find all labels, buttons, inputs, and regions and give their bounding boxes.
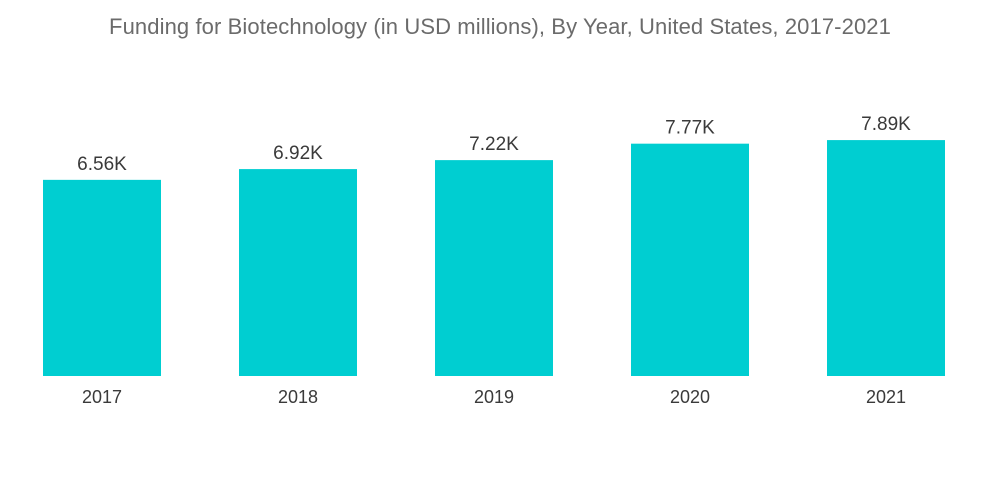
chart-title: Funding for Biotechnology (in USD millio… — [109, 14, 891, 39]
bar-2020 — [631, 143, 749, 376]
data-labels-group: 6.56K 6.92K 7.22K 7.77K 7.89K — [77, 114, 911, 175]
x-tick-label-2021: 2021 — [866, 387, 906, 407]
x-tick-label-2018: 2018 — [278, 387, 318, 407]
data-label-2017: 6.56K — [77, 154, 127, 175]
x-tick-label-2019: 2019 — [474, 387, 514, 407]
data-label-2019: 7.22K — [469, 134, 519, 155]
x-tick-labels-group: 2017 2018 2019 2020 2021 — [82, 387, 906, 407]
bar-2019 — [435, 160, 553, 376]
bar-2018 — [239, 169, 357, 376]
data-label-2018: 6.92K — [273, 143, 323, 164]
bar-2021 — [827, 140, 945, 376]
x-tick-label-2017: 2017 — [82, 387, 122, 407]
data-label-2021: 7.89K — [861, 114, 911, 135]
x-tick-label-2020: 2020 — [670, 387, 710, 407]
bar-2017 — [43, 179, 161, 376]
bars-group — [43, 140, 945, 376]
data-label-2020: 7.77K — [665, 118, 715, 139]
